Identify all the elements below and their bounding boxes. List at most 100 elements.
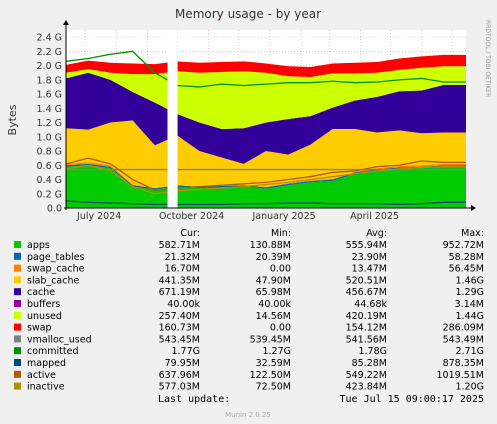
data-gap [167, 30, 178, 208]
last-update-label: Last update: [158, 394, 230, 405]
legend-value: 14.56M [256, 311, 291, 322]
legend-value: 32.59M [256, 358, 291, 369]
legend-value: 130.88M [250, 240, 291, 251]
legend-column-header: Cur: [180, 228, 200, 239]
legend-value: 13.47M [352, 264, 387, 275]
legend-value: 122.50M [250, 370, 291, 381]
legend-swatch-active [14, 370, 21, 378]
legend-value: 79.95M [165, 358, 200, 369]
y-tick-label: 1.2 G [37, 118, 63, 129]
legend-value: 21.32M [165, 252, 200, 263]
area-swap-cache [66, 162, 466, 189]
legend-value: 637.96M [159, 370, 200, 381]
legend-series-name: mapped [27, 358, 66, 369]
y-tick-label: 1.0 G [37, 132, 63, 143]
legend-value: 541.56M [346, 334, 387, 345]
line-inactive [65, 164, 466, 195]
legend-value: 0.00 [270, 264, 291, 275]
legend-swatch-slab-cache [14, 276, 21, 284]
y-tick-label: 0.8 G [37, 147, 63, 158]
legend-value: 441.35M [159, 275, 200, 286]
area-cache [66, 72, 466, 164]
legend-swatch-vmalloc-used [14, 335, 21, 343]
chart-title: Memory usage - by year [175, 7, 321, 21]
area-apps [66, 165, 466, 208]
area-page-tables [66, 163, 466, 190]
y-tick-label: 2.4 G [37, 33, 63, 44]
line-mapped [65, 200, 466, 206]
legend-value: 539.45M [250, 334, 291, 345]
legend-swatch-buffers [14, 300, 21, 307]
legend-value: 2.71G [455, 346, 484, 357]
x-tick-label: April 2025 [350, 211, 399, 222]
y-tick-label: 2.2 G [37, 47, 63, 58]
legend-table: Cur: Min: Avg: Max: apps 582.71M 130.88M 555.94… [14, 228, 484, 393]
y-tick-label: 0.0 [47, 204, 62, 215]
legend-value: 582.71M [159, 240, 200, 251]
legend-value: 423.84M [346, 382, 387, 393]
legend-value: 878.35M [443, 358, 484, 369]
y-tick-label: 1.4 G [37, 104, 63, 115]
legend-value: 56.45M [449, 264, 484, 275]
legend-column-header: Max: [461, 228, 484, 239]
legend-value: 85.28M [352, 358, 387, 369]
y-tick-label: 2.0 G [37, 61, 63, 72]
legend-value: 72.50M [256, 382, 291, 393]
line-series [65, 50, 466, 206]
legend-value: 0.00 [270, 323, 291, 334]
legend-value: 555.94M [346, 240, 387, 251]
legend-series-name: apps [27, 240, 50, 251]
y-tick-label: 1.8 G [37, 75, 63, 86]
y-tick-label: 0.4 G [37, 175, 63, 186]
legend-value: 3.14M [455, 299, 484, 310]
legend-swatch-swap [14, 323, 21, 331]
legend-value: 543.45M [159, 334, 200, 345]
legend-series-name: swap [27, 323, 52, 334]
legend-value: 1.20G [455, 382, 484, 393]
legend-value: 40.00k [258, 299, 291, 310]
legend-value: 549.22M [346, 370, 387, 381]
area-swap [66, 54, 466, 77]
legend-value: 1.44G [455, 311, 484, 322]
legend-value: 671.19M [159, 287, 200, 298]
legend-value: 456.67M [346, 287, 387, 298]
legend-swatch-committed [14, 347, 21, 355]
line-committed [65, 50, 466, 88]
legend-value: 23.90M [352, 252, 387, 263]
legend-value: 160.73M [159, 323, 200, 334]
legend-value: 1.77G [171, 346, 200, 357]
watermark: RRDTOOL / TOBI OETIKER [484, 20, 491, 97]
legend-swatch-swap-cache [14, 264, 21, 272]
legend-series-name: vmalloc_used [27, 334, 92, 345]
legend-value: 520.51M [346, 275, 387, 286]
line-active [65, 157, 466, 191]
legend-value: 1.78G [358, 346, 387, 357]
legend-swatch-cache [14, 288, 21, 296]
legend-series-name: committed [27, 346, 79, 357]
y-axis-arrow [63, 20, 69, 25]
legend-value: 257.40M [159, 311, 200, 322]
legend-swatch-unused [14, 311, 21, 319]
legend-swatch-page-tables [14, 252, 21, 260]
footer-version: Munin 2.0.25 [225, 411, 271, 419]
legend-series-name: cache [27, 287, 55, 298]
last-update-value: Tue Jul 15 09:00:17 2025 [340, 394, 485, 405]
legend-series-name: active [27, 370, 56, 381]
legend-column-header: Min: [271, 228, 291, 239]
legend-value: 65.98M [256, 287, 291, 298]
x-tick-label: July 2024 [76, 211, 121, 222]
x-tick-label: October 2024 [159, 211, 224, 222]
y-axis-label: Bytes [6, 104, 19, 135]
axis-ticks: 0.0 0.2 G 0.4 G 0.6 G 0.8 G 1.0 G 1.2 G 1.4 G 1.… [37, 33, 400, 222]
x-tick-label: January 2025 [251, 211, 315, 222]
x-axis-arrow [471, 205, 476, 211]
y-tick-label: 0.2 G [37, 189, 63, 200]
legend-value: 420.19M [346, 311, 387, 322]
legend-value: 577.03M [159, 382, 200, 393]
legend-swatch-apps [14, 241, 21, 248]
legend-series-name: buffers [27, 299, 60, 310]
legend-value: 286.09M [443, 323, 484, 334]
legend-value: 154.12M [346, 323, 387, 334]
legend-series-name: swap_cache [27, 264, 85, 275]
